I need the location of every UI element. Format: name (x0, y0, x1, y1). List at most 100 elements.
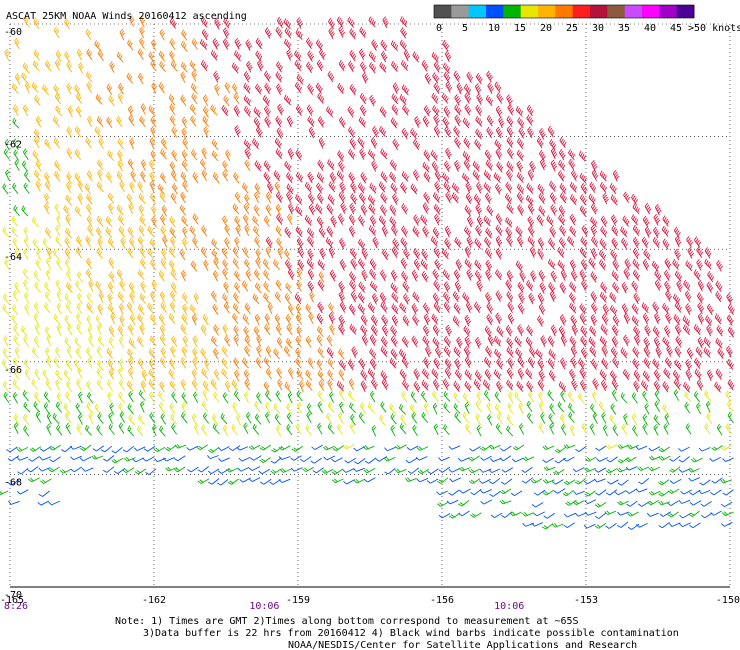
longitude-labels: -165 -162 -159 -156 -153 -150 (0, 595, 740, 606)
wind-barb (149, 335, 157, 347)
wind-barb (297, 401, 302, 414)
wind-barb (473, 193, 481, 206)
wind-barb (33, 128, 41, 140)
wind-barb (255, 257, 261, 269)
wind-barb (158, 81, 165, 94)
wind-barb (172, 182, 178, 195)
wind-barb (454, 104, 462, 116)
wind-barb (95, 314, 103, 326)
wind-barb (338, 369, 345, 381)
wind-barb (706, 412, 713, 424)
wind-barb (635, 445, 648, 450)
wind-barb (506, 115, 514, 128)
wind-barb (317, 192, 324, 205)
wind-barb (454, 94, 461, 106)
wind-barb (16, 489, 29, 495)
legend-color-swatch (451, 5, 470, 18)
wind-barb (34, 391, 41, 403)
wind-barb (493, 335, 502, 347)
wind-barb (378, 125, 387, 137)
wind-barb (416, 477, 429, 483)
wind-barb (448, 467, 461, 473)
wind-barb (423, 149, 431, 162)
wind-barb (485, 292, 492, 304)
legend-color-swatch (607, 5, 626, 18)
wind-barb (262, 94, 270, 107)
wind-barb (141, 369, 148, 382)
wind-barb (286, 323, 293, 336)
wind-barb (222, 292, 229, 305)
wind-barb (157, 183, 165, 195)
wind-barb (516, 380, 524, 392)
wind-barb (12, 104, 19, 116)
wind-barb (664, 357, 672, 369)
wind-barb (410, 128, 418, 140)
wind-barb (526, 380, 534, 393)
wind-barb (70, 466, 83, 473)
wind-barb (537, 292, 545, 305)
wind-barb (265, 191, 272, 204)
wind-barb (105, 216, 113, 228)
wind-barb (590, 358, 598, 371)
wind-barb (600, 226, 608, 238)
wind-barb (527, 126, 534, 139)
wind-barb (542, 489, 555, 496)
wind-barb (558, 148, 566, 161)
wind-barb (170, 282, 177, 294)
wind-barb (325, 237, 334, 249)
wind-barb (217, 468, 230, 474)
wind-barb (696, 379, 704, 391)
wind-barb (359, 48, 366, 61)
wind-barb (204, 358, 210, 371)
wind-barb (464, 258, 472, 270)
wind-barb (620, 347, 628, 359)
wind-barb (350, 258, 358, 270)
wind-barb (458, 510, 470, 517)
wind-barb (464, 356, 472, 368)
wind-barb (285, 282, 293, 294)
wind-barb (493, 369, 502, 381)
wind-barb (106, 116, 113, 128)
time-labels: 8:26 10:06 10:06 (4, 601, 524, 612)
wind-barb (654, 390, 661, 402)
wind-barb (476, 424, 482, 437)
wind-barb (409, 403, 417, 415)
wind-barb (674, 345, 682, 358)
wind-barb (442, 116, 450, 129)
wind-barb (517, 356, 525, 368)
wind-barb (579, 269, 587, 282)
wind-barb (96, 379, 104, 391)
wind-barb (349, 84, 357, 96)
wind-barb (653, 424, 659, 436)
wind-barb (557, 170, 565, 182)
wind-barb (683, 324, 691, 336)
wind-barb (685, 303, 692, 315)
wind-barb (653, 369, 661, 381)
wind-barb (432, 292, 440, 305)
wind-barb (571, 378, 578, 391)
wind-barb (693, 390, 701, 403)
wind-barb (128, 390, 134, 403)
wind-barb (709, 456, 721, 462)
wind-barb (703, 347, 711, 358)
wind-barb (548, 413, 555, 425)
wind-barb (655, 346, 662, 358)
wind-barb (445, 191, 453, 204)
wind-barb (232, 402, 238, 414)
wind-barb (463, 345, 471, 358)
wind-barb (399, 16, 408, 28)
wind-barb (430, 235, 439, 247)
wind-barb (242, 313, 250, 325)
wind-barb (75, 246, 83, 259)
wind-barb (128, 338, 136, 349)
wind-barb (401, 84, 409, 96)
wind-barb (589, 423, 595, 435)
wind-barb (558, 325, 566, 338)
wind-barb (139, 258, 147, 270)
wind-barb (389, 216, 397, 228)
wind-barb (592, 391, 597, 403)
wind-barb (436, 490, 448, 496)
wind-barb (515, 260, 523, 272)
wind-barb (390, 348, 398, 360)
wind-barb (287, 268, 295, 280)
